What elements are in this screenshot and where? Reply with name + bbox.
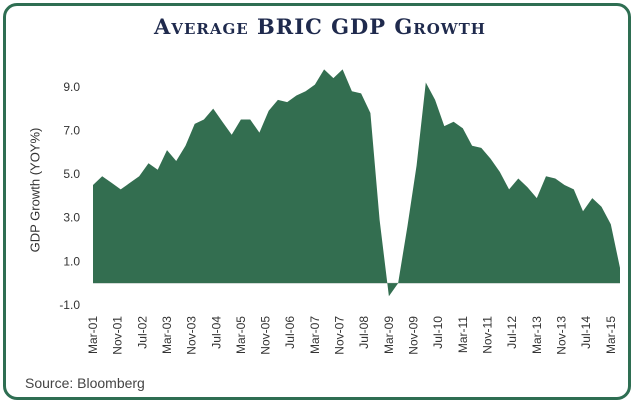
x-tick-label: Mar-09: [382, 316, 396, 354]
x-tick-label: Nov-13: [554, 316, 568, 355]
x-tick-label: Jul-10: [431, 316, 445, 349]
x-tick-label: Mar-03: [160, 316, 174, 354]
x-tick-label: Jul-06: [283, 316, 297, 349]
x-tick-label: Jul-02: [135, 316, 149, 349]
x-tick-label: Mar-13: [530, 316, 544, 354]
gdp-growth-area: [93, 69, 620, 297]
x-tick-label: Nov-01: [111, 316, 125, 355]
x-tick-label: Nov-09: [407, 316, 421, 355]
x-tick-label: Mar-15: [604, 316, 618, 354]
y-tick-label: 7.0: [63, 123, 80, 137]
y-tick-label: 5.0: [63, 167, 80, 181]
x-tick-label: Mar-05: [234, 316, 248, 354]
x-tick-label: Jul-12: [505, 316, 519, 349]
y-tick-label: -1.0: [59, 298, 80, 312]
x-tick-label: Mar-01: [86, 316, 100, 354]
x-tick-label: Jul-14: [579, 316, 593, 349]
x-tick-label: Mar-11: [456, 316, 470, 353]
x-tick-label: Nov-07: [333, 316, 347, 355]
y-tick-label: 1.0: [63, 254, 80, 268]
chart-title: Average BRIC GDP Growth: [154, 14, 486, 39]
x-tick-label: Jul-08: [357, 316, 371, 349]
source-note: Source: Bloomberg: [25, 375, 145, 391]
x-tick-label: Nov-05: [259, 316, 273, 355]
x-tick-label: Nov-11: [480, 316, 494, 354]
y-tick-label: 9.0: [63, 80, 80, 94]
x-tick-label: Jul-04: [209, 316, 223, 349]
x-tick-label: Nov-03: [185, 316, 199, 355]
y-tick-label: 3.0: [63, 211, 80, 225]
x-tick-label: Mar-07: [308, 316, 322, 354]
